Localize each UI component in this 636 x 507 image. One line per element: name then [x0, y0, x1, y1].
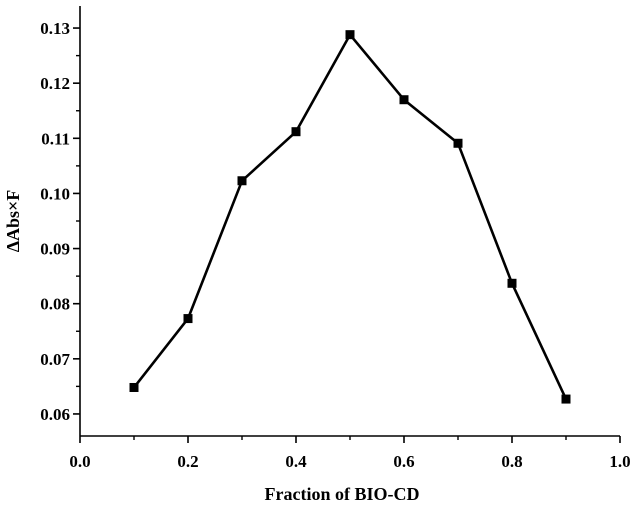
data-series — [129, 30, 571, 404]
data-point — [291, 127, 301, 137]
x-tick-label: 1.0 — [609, 452, 630, 471]
x-tick-label: 0.4 — [285, 452, 307, 471]
axes — [79, 6, 620, 437]
axis-labels: Fraction of BIO-CD ΔAbs×F — [3, 190, 419, 504]
data-point — [507, 278, 517, 288]
y-tick-label: 0.13 — [40, 19, 70, 38]
data-point — [399, 95, 409, 105]
data-point — [183, 314, 193, 324]
data-point — [561, 394, 571, 404]
x-tick-label: 0.6 — [393, 452, 414, 471]
x-tick-label: 0.0 — [69, 452, 90, 471]
x-tick-label: 0.2 — [177, 452, 198, 471]
y-tick-label: 0.10 — [40, 184, 70, 203]
series-line — [132, 33, 568, 400]
data-point — [345, 30, 355, 40]
y-tick-label: 0.07 — [40, 350, 70, 369]
y-tick-label: 0.06 — [40, 405, 70, 424]
y-tick-label: 0.09 — [40, 240, 70, 259]
data-point — [129, 382, 139, 392]
y-axis-title: ΔAbs×F — [3, 190, 23, 253]
x-axis-title: Fraction of BIO-CD — [265, 484, 420, 504]
ticks: 0.0 0.2 0.4 0.6 0.8 1.0 0.06 0.07 0.08 0.09 0.10 0.… — [40, 19, 630, 471]
y-tick-label: 0.12 — [40, 74, 70, 93]
data-point — [237, 176, 247, 186]
data-point — [453, 138, 463, 148]
y-tick-label: 0.08 — [40, 295, 70, 314]
y-tick-label: 0.11 — [41, 129, 70, 148]
x-tick-label: 0.8 — [501, 452, 522, 471]
